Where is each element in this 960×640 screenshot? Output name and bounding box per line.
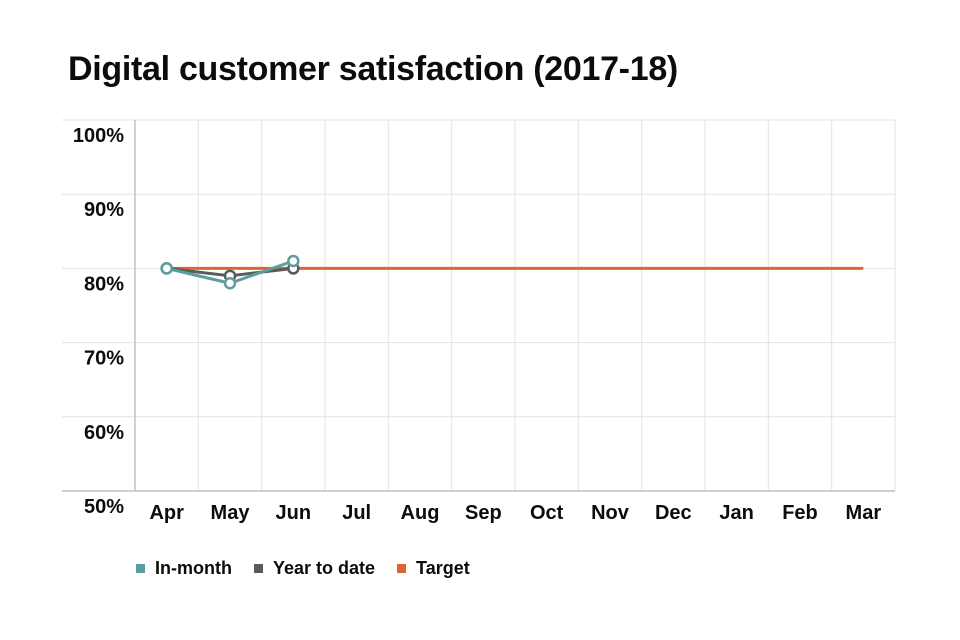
legend-swatch-year-to-date (253, 564, 263, 573)
x-tick-label: Oct (530, 502, 564, 524)
legend: In-month Year to date Target (136, 558, 492, 579)
x-tick-label: Jul (342, 502, 371, 524)
legend-item-year-to-date: Year to date (253, 558, 376, 579)
x-tick-label: Mar (846, 502, 882, 524)
x-tick-label: Jan (719, 502, 753, 524)
y-tick-label: 80% (84, 273, 124, 295)
x-tick-label: Feb (782, 502, 818, 524)
y-tick-label: 70% (84, 348, 124, 370)
chart-title: Digital customer satisfaction (2017-18) (68, 50, 678, 88)
legend-item-in-month: In-month (136, 558, 232, 579)
legend-swatch-target (397, 564, 407, 573)
legend-label-in-month: In-month (155, 558, 232, 578)
x-tick-label: Apr (149, 502, 184, 524)
x-axis-ticks: Apr May Jun Jul Aug Sep Oct Nov Dec Jan Feb Mar (149, 502, 881, 524)
x-tick-label: Dec (655, 502, 692, 524)
series (160, 254, 864, 290)
y-tick-label: 100% (73, 125, 124, 147)
legend-item-target: Target (397, 558, 470, 579)
legend-swatch-in-month (136, 564, 145, 573)
x-tick-label: Sep (465, 502, 502, 524)
y-axis-ticks: 50% 60% 70% 80% 90% 100% (73, 125, 124, 518)
legend-label-target: Target (416, 558, 470, 578)
y-tick-label: 60% (84, 422, 124, 444)
y-tick-label: 50% (84, 496, 124, 518)
gridlines (62, 119, 896, 491)
x-tick-label: Aug (401, 502, 440, 524)
data-point-in-month (223, 276, 237, 290)
x-tick-label: Jun (276, 502, 312, 524)
y-tick-label: 90% (84, 199, 124, 221)
x-tick-label: May (211, 502, 251, 524)
x-tick-label: Nov (591, 502, 630, 524)
legend-label-year-to-date: Year to date (272, 558, 376, 578)
data-point-in-month (160, 262, 173, 275)
data-point-in-month (287, 254, 300, 268)
axes (62, 120, 895, 492)
